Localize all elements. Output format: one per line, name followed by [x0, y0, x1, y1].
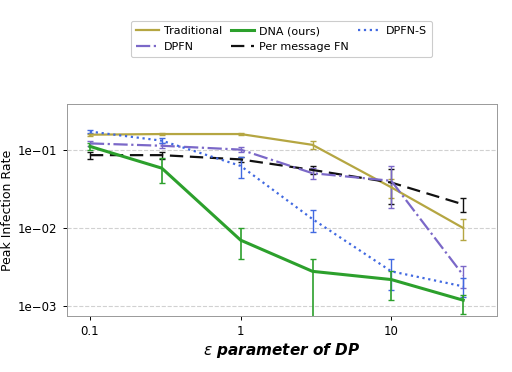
- Y-axis label: Peak Infection Rate: Peak Infection Rate: [1, 150, 14, 271]
- Legend: Traditional, DPFN, DNA (ours), Per message FN, DPFN-S: Traditional, DPFN, DNA (ours), Per messa…: [131, 21, 432, 57]
- X-axis label: $\varepsilon$ parameter of DP: $\varepsilon$ parameter of DP: [203, 341, 360, 360]
